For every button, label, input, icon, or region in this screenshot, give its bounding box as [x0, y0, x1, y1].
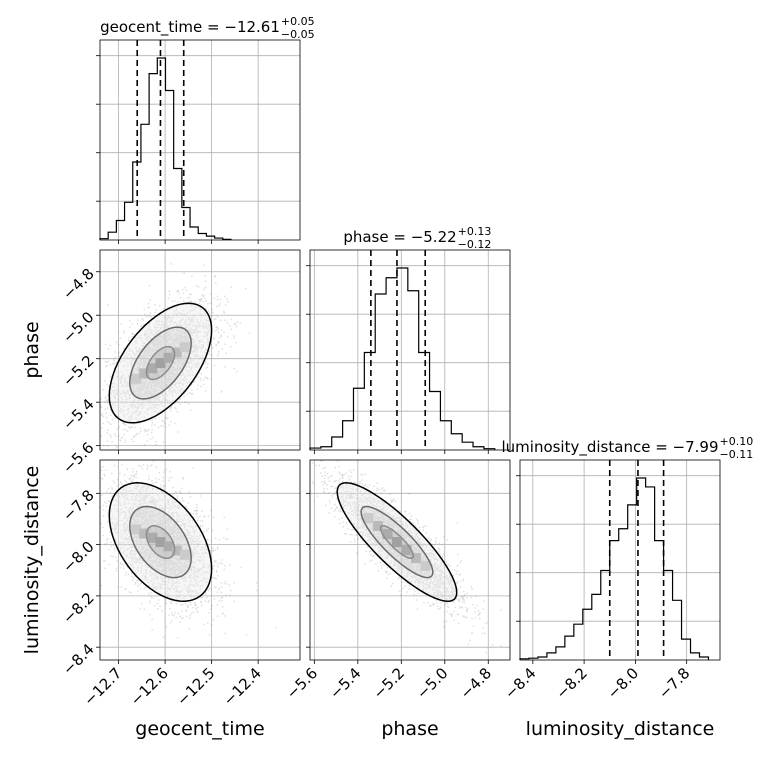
density-block: [420, 561, 431, 572]
histogram-step-geocent_time: [99, 57, 232, 240]
contour-level-3: [108, 302, 213, 424]
density-block: [155, 358, 166, 369]
scatter-panel-geocent_time-phase: [96, 249, 301, 454]
contour-level-1: [145, 345, 176, 381]
y-axis-label-phase: phase: [21, 321, 43, 378]
x-tick-label-phase: −4.8: [457, 664, 495, 702]
contour-level-1: [145, 525, 176, 560]
density-block: [147, 363, 158, 374]
density-block: [139, 368, 150, 379]
sample-cloud: [100, 263, 251, 450]
x-axis-label-geocent_time: geocent_time: [135, 718, 264, 740]
contour-level-2: [129, 505, 192, 579]
y-tick-label-luminosity_distance: −8.0: [59, 538, 97, 576]
title-geocent_time: geocent_time = −12.61: [100, 18, 280, 37]
x-tick-label-luminosity_distance: −8.4: [501, 664, 539, 702]
title-plus-luminosity_distance: +0.10: [720, 435, 754, 448]
x-axis-label-phase: phase: [381, 718, 438, 740]
density-blocks: [108, 482, 213, 603]
title-minus-luminosity_distance: −0.11: [720, 448, 754, 461]
y-tick-label-phase: −4.8: [59, 265, 97, 303]
density-block: [131, 524, 142, 535]
x-tick-label-phase: −5.0: [413, 664, 451, 702]
density-block: [391, 537, 402, 548]
y-tick-label-luminosity_distance: −8.2: [59, 589, 97, 627]
histogram-panel-geocent_time: geocent_time = −12.61 +0.05−0.05: [96, 15, 315, 244]
density-block: [382, 529, 393, 540]
contour-level-2: [129, 326, 192, 400]
panel-frame: [519, 459, 721, 661]
y-tick-label-phase: −5.6: [59, 439, 97, 477]
contour-level-2: [360, 505, 434, 579]
histogram-panel-luminosity_distance: luminosity_distance = −7.99 +0.10−0.11: [501, 435, 753, 664]
density-block: [131, 373, 142, 384]
panel-frame: [99, 249, 301, 451]
density-block: [179, 342, 190, 353]
density-blocks: [336, 482, 458, 602]
y-tick-label-phase: −5.0: [59, 308, 97, 346]
sample-points: [100, 460, 277, 639]
panel-frame: [309, 249, 511, 451]
histogram-panel-phase: phase = −5.22 +0.13−0.12: [306, 225, 511, 454]
density-block: [155, 537, 166, 548]
density-block: [171, 347, 182, 358]
x-axis-label-luminosity_distance: luminosity_distance: [526, 718, 715, 740]
x-tick-label-geocent_time: −12.6: [127, 664, 172, 709]
y-tick-label-luminosity_distance: −8.4: [59, 640, 97, 678]
x-tick-label-luminosity_distance: −7.8: [655, 664, 693, 702]
density-block: [171, 545, 182, 556]
density-block: [410, 553, 421, 564]
y-tick-label-luminosity_distance: −7.8: [59, 486, 97, 524]
x-tick-label-geocent_time: −12.5: [173, 664, 218, 709]
y-tick-label-phase: −5.4: [59, 395, 97, 433]
density-blocks: [108, 302, 213, 424]
density-block: [163, 541, 174, 552]
scatter-panel-geocent_time-luminosity_distance: [96, 459, 301, 664]
density-block: [401, 545, 412, 556]
panel-frame: [99, 459, 301, 661]
sample-points: [100, 263, 251, 450]
title-luminosity_distance: luminosity_distance = −7.99: [501, 438, 718, 457]
y-axis-label-luminosity_distance: luminosity_distance: [21, 466, 43, 655]
x-tick-label-geocent_time: −12.7: [80, 664, 125, 709]
sample-cloud: [100, 460, 277, 639]
x-tick-label-phase: −5.2: [370, 664, 408, 702]
title-minus-geocent_time: −0.05: [281, 28, 315, 41]
x-tick-label-luminosity_distance: −8.0: [604, 664, 642, 702]
histogram-step-luminosity_distance: [519, 477, 710, 660]
title-phase: phase = −5.22: [343, 228, 456, 246]
panel-frame: [309, 459, 511, 661]
y-tick-label-phase: −5.2: [59, 352, 97, 390]
x-tick-label-geocent_time: −12.4: [220, 664, 265, 709]
density-block: [179, 549, 190, 560]
x-tick-label-phase: −5.4: [326, 664, 364, 702]
histogram-step-phase: [309, 267, 496, 450]
x-tick-label-phase: −5.6: [283, 664, 321, 702]
contour-level-1: [379, 525, 415, 560]
contour-level-3: [108, 482, 213, 603]
title-minus-phase: −0.12: [458, 238, 492, 251]
density-block: [139, 528, 150, 539]
density-block: [147, 532, 158, 543]
title-plus-phase: +0.13: [458, 225, 492, 238]
contour-level-3: [336, 482, 458, 602]
density-block: [363, 513, 374, 524]
density-block: [163, 352, 174, 363]
panel-frame: [99, 39, 301, 241]
title-plus-geocent_time: +0.05: [281, 15, 315, 28]
x-tick-label-luminosity_distance: −8.2: [552, 664, 590, 702]
density-block: [372, 521, 383, 532]
scatter-panel-phase-luminosity_distance: [306, 459, 511, 664]
